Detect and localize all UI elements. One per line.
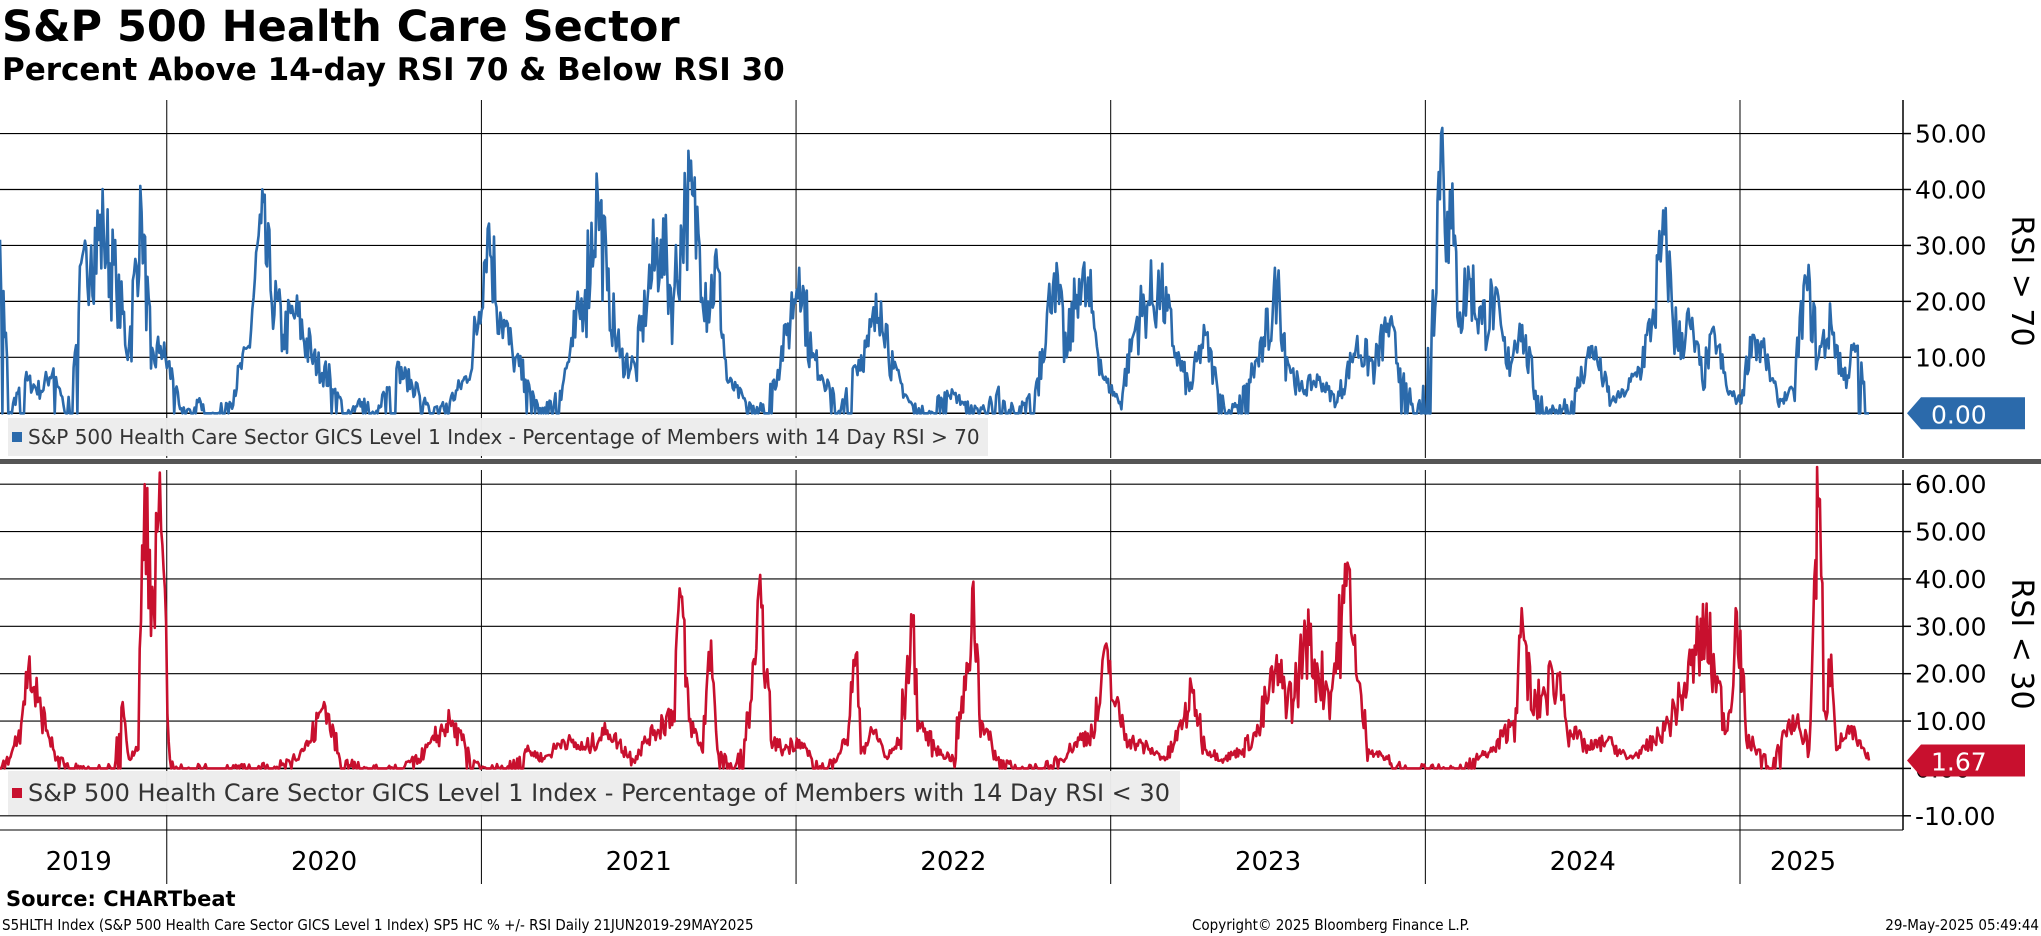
x-axis: 2019 2020 2021 2022 2023 2024 2025	[0, 97, 2041, 884]
last-value-tag	[1907, 397, 2025, 430]
last-value-label: 0.00	[1931, 400, 1987, 429]
chart-title: S&P 500 Health Care Sector	[2, 2, 680, 52]
x-tick-label: 2022	[920, 847, 986, 877]
y-tick-label: 40.00	[1915, 176, 1987, 205]
bottom-panel: -10.000.0010.0020.0030.0040.0050.0060.00…	[0, 465, 2039, 831]
y-tick-label: 50.00	[1915, 120, 1987, 149]
y-tick-label: 40.00	[1915, 565, 1987, 594]
rsi-below-30-line	[0, 465, 1871, 770]
y-tick-label: 30.00	[1915, 231, 1987, 260]
footer-description: S5HLTH Index (S&P 500 Health Care Sector…	[2, 916, 754, 934]
bottom-legend-text: S&P 500 Health Care Sector GICS Level 1 …	[28, 779, 1170, 807]
source-note: Source: CHARTbeat	[6, 887, 236, 911]
x-tick-label: 2020	[291, 847, 357, 877]
footer-timestamp: 29-May-2025 05:49:44	[1885, 916, 2039, 934]
x-tick-label: 2023	[1235, 847, 1301, 877]
axis-title: RSI > 70	[2004, 215, 2039, 346]
x-tick-label: 2025	[1770, 847, 1836, 877]
blue-series-swatch	[12, 432, 22, 442]
y-tick-label: 50.00	[1915, 518, 1987, 547]
y-tick-label: 30.00	[1915, 612, 1987, 641]
panel-divider	[0, 459, 2041, 464]
x-tick-label: 2019	[46, 847, 112, 877]
y-tick-label: 10.00	[1915, 343, 1987, 372]
top-margin	[0, 97, 1903, 99]
last-value-tag	[1907, 744, 2025, 777]
chart-subtitle: Percent Above 14-day RSI 70 & Below RSI …	[2, 52, 785, 88]
rsi-above-70-line	[0, 126, 1869, 415]
axis-title: RSI < 30	[2004, 578, 2039, 709]
top-legend: S&P 500 Health Care Sector GICS Level 1 …	[8, 418, 988, 456]
x-tick-label: 2021	[606, 847, 672, 877]
y-tick-label: 10.00	[1915, 707, 1987, 736]
x-tick-label: 2024	[1550, 847, 1616, 877]
top-legend-text: S&P 500 Health Care Sector GICS Level 1 …	[28, 425, 980, 449]
y-tick-label: 60.00	[1915, 470, 1987, 499]
last-value-label: 1.67	[1931, 748, 1987, 777]
footer-copyright: Copyright© 2025 Bloomberg Finance L.P.	[1192, 916, 1470, 934]
bottom-legend: S&P 500 Health Care Sector GICS Level 1 …	[8, 771, 1180, 815]
y-tick-label: 20.00	[1915, 287, 1987, 316]
y-tick-label: -10.00	[1915, 802, 1996, 831]
red-series-swatch	[12, 788, 22, 798]
y-tick-label: 20.00	[1915, 660, 1987, 689]
top-panel: 10.00 20.00 30.00 40.00 50.00 RSI > 70 0.00	[0, 100, 2039, 458]
